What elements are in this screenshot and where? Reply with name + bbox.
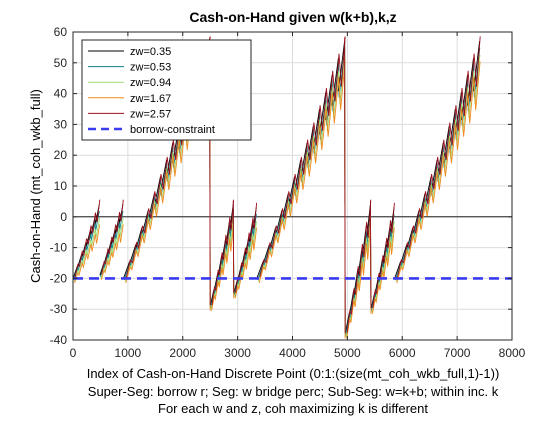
chart-title: Cash-on-Hand given w(k+b),k,z xyxy=(189,9,396,25)
x-tick-label: 6000 xyxy=(389,346,416,360)
x-axis-label: Index of Cash-on-Hand Discrete Point (0:… xyxy=(87,366,500,381)
series-segment xyxy=(73,218,101,282)
legend-entry: zw=1.67 xyxy=(130,93,171,105)
series-segment xyxy=(74,224,101,284)
series-segment xyxy=(396,61,481,284)
x-axis-label-line3: For each w and z, coh maximizing k is di… xyxy=(158,401,428,416)
y-tick-label: 50 xyxy=(54,56,68,70)
series-segment xyxy=(73,210,100,281)
y-tick-label: -40 xyxy=(50,333,68,347)
series-segment xyxy=(101,199,124,275)
x-axis-label-line2: Super-Seg: borrow r; Seg: w bridge perc;… xyxy=(88,384,499,399)
series-segment xyxy=(346,224,372,339)
x-tick-label: 1000 xyxy=(115,346,142,360)
x-tick-label: 3000 xyxy=(224,346,251,360)
y-tick-label: 20 xyxy=(54,148,68,162)
y-tick-label: 10 xyxy=(54,179,68,193)
series-segment xyxy=(258,61,346,284)
x-tick-label: 5000 xyxy=(334,346,361,360)
y-tick-label: -20 xyxy=(50,271,68,285)
y-axis-label: Cash-on-Hand (mt_coh_wkb_full) xyxy=(28,89,43,283)
series-drop xyxy=(369,200,372,309)
series-segment xyxy=(346,199,372,333)
series-segment xyxy=(233,213,257,296)
series-segment xyxy=(371,221,395,313)
series-segment xyxy=(397,36,481,278)
series-segment xyxy=(234,221,257,298)
series-segment xyxy=(372,202,395,309)
series-segment xyxy=(99,210,124,277)
series-segment xyxy=(371,227,395,314)
series-drop xyxy=(344,37,346,333)
series-segment xyxy=(100,224,124,281)
y-tick-label: 30 xyxy=(54,117,68,131)
series-segment xyxy=(211,224,234,311)
y-tick-label: -10 xyxy=(50,241,68,255)
series-segment xyxy=(259,36,346,278)
series-segment xyxy=(74,199,101,278)
series-lines xyxy=(72,36,481,339)
legend-entry: zw=0.94 xyxy=(130,77,171,89)
legend: zw=0.35 zw=0.53 zw=0.94 zw=1.67 zw=2.57 borro… xyxy=(81,39,252,141)
legend-entry: zw=0.53 xyxy=(130,62,171,74)
series-segment xyxy=(100,218,124,279)
legend-entry: zw=2.57 xyxy=(130,108,171,120)
x-tick-label: 7000 xyxy=(444,346,471,360)
series-segment xyxy=(211,199,235,306)
y-tick-label: 60 xyxy=(54,25,68,39)
series-segment xyxy=(210,218,234,310)
x-tick-label: 2000 xyxy=(169,346,196,360)
series-segment xyxy=(370,213,395,311)
series-segment xyxy=(234,227,258,299)
series-zw=2.57 xyxy=(74,36,481,333)
y-tick-label: 0 xyxy=(60,210,67,224)
x-tick-label: 4000 xyxy=(279,346,306,360)
legend-entry: borrow-constraint xyxy=(130,124,215,136)
legend-entry: zw=0.35 xyxy=(130,46,171,58)
y-axis-ticks: -40 -30 -20 -10 0 10 20 30 40 50 60 xyxy=(50,25,512,347)
x-axis-ticks: 0 1000 2000 3000 4000 5000 6000 7000 8000 xyxy=(70,32,526,360)
x-tick-label: 8000 xyxy=(499,346,526,360)
x-tick-label: 0 xyxy=(70,346,77,360)
y-tick-label: 40 xyxy=(54,87,68,101)
y-tick-label: -30 xyxy=(50,302,68,316)
legend-box xyxy=(81,39,252,141)
